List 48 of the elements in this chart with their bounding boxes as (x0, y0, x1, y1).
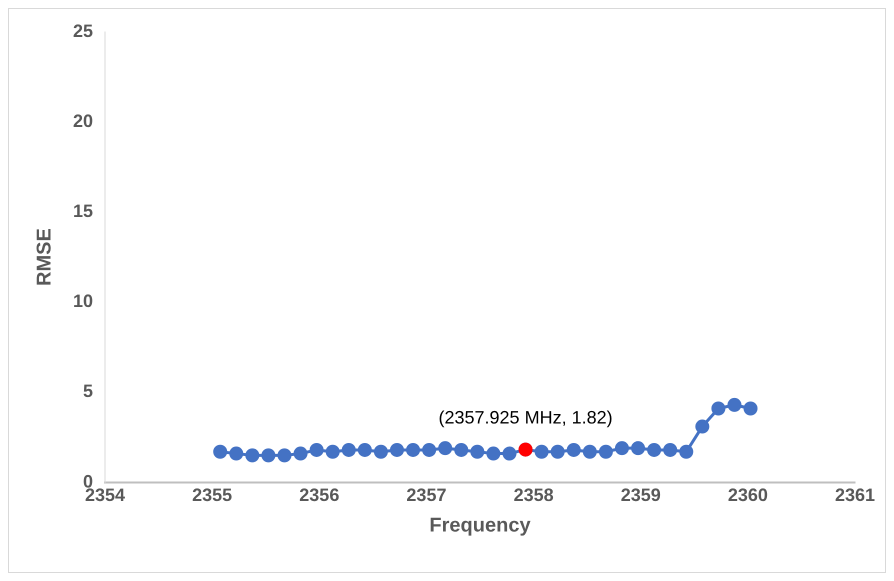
point (245, 448, 260, 462)
y-axis-title: RMSE (34, 228, 56, 286)
point (566, 442, 581, 457)
point (663, 442, 678, 457)
point (486, 446, 500, 461)
x-tick-label: 2355 (192, 485, 232, 506)
point (358, 442, 372, 457)
point (422, 442, 436, 457)
point (229, 446, 244, 461)
y-tick-label: 15 (72, 201, 94, 222)
point (502, 446, 516, 461)
point (695, 420, 710, 434)
x-tick-label: 2357 (406, 485, 446, 506)
point (470, 444, 484, 459)
point (294, 446, 308, 461)
point (213, 444, 228, 459)
point (744, 402, 758, 416)
x-tick-label: 2361 (834, 485, 876, 506)
x-tick-label: 2360 (728, 485, 768, 506)
point (614, 441, 629, 456)
point (550, 444, 565, 459)
point (582, 444, 597, 459)
point (406, 442, 420, 457)
point (631, 441, 646, 456)
x-axis-title: Frequency (429, 514, 532, 537)
point (598, 444, 613, 459)
annotation: (2357.925 MHz, 1.82) (438, 408, 613, 428)
point (310, 442, 324, 457)
point (390, 442, 404, 457)
point (438, 441, 452, 456)
point (326, 444, 340, 459)
x-tick-label: 2359 (620, 485, 661, 506)
point (711, 402, 726, 416)
point (727, 398, 742, 412)
point (261, 448, 276, 462)
point (647, 442, 662, 457)
point (374, 444, 388, 459)
x-tick-label: 2356 (299, 485, 340, 506)
x-tick-label: 2358 (514, 485, 554, 506)
point (277, 448, 292, 462)
y-tick-label: 20 (72, 110, 94, 131)
point (679, 444, 694, 459)
point (534, 444, 549, 459)
point (454, 442, 468, 457)
y-tick-label: 25 (72, 20, 94, 41)
y-tick-label: 10 (72, 291, 94, 312)
point (342, 442, 356, 457)
y-tick-label: 5 (83, 381, 94, 402)
